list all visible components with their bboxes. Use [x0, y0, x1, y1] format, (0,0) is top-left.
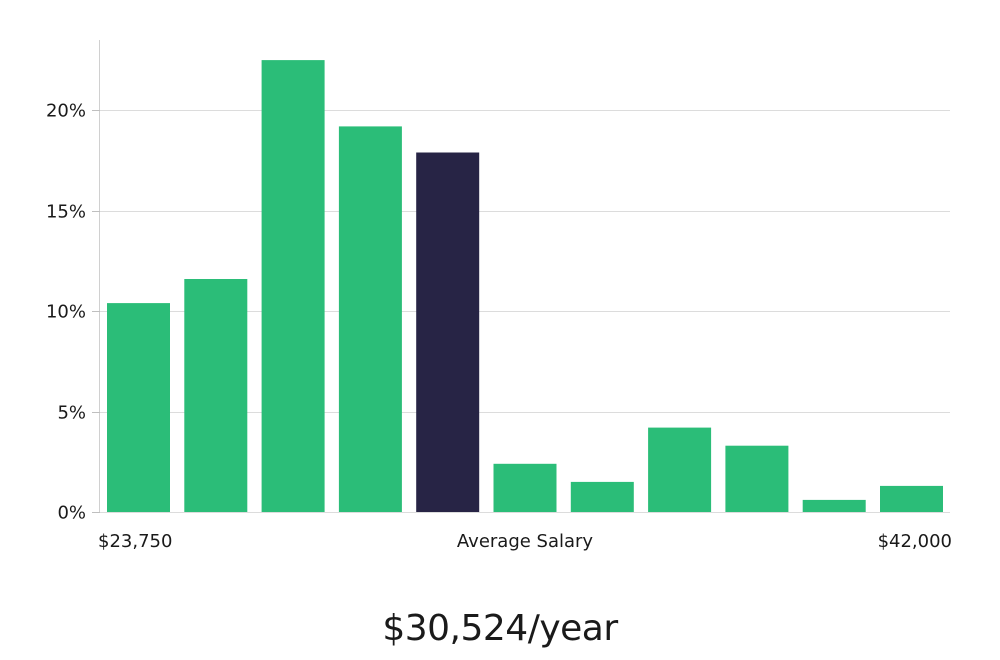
y-axis: 0% 5% 10% 15% 20%: [46, 101, 100, 524]
salary-histogram: 0% 5% 10% 15% 20% $23,750 Average Salary $42…: [46, 40, 952, 552]
bar: [648, 427, 712, 512]
bar: [107, 303, 170, 512]
bar: [184, 279, 248, 512]
y-tick-label: 0%: [57, 503, 86, 524]
bar: [802, 499, 866, 512]
x-min-label: $23,750: [98, 531, 172, 552]
y-tick-label: 15%: [46, 202, 86, 223]
y-tick-label: 20%: [46, 101, 86, 122]
average-salary-headline: $30,524/year: [382, 608, 618, 649]
bar: [261, 60, 325, 512]
y-tick-label: 5%: [57, 403, 86, 424]
x-axis-title: Average Salary: [457, 531, 594, 552]
bars: [107, 60, 943, 513]
y-tick-label: 10%: [46, 302, 86, 323]
bar: [880, 485, 943, 512]
bar: [338, 126, 402, 513]
bar-highlighted: [416, 152, 480, 512]
bar: [725, 445, 789, 512]
x-max-label: $42,000: [878, 531, 952, 552]
bar: [493, 463, 557, 512]
bar: [570, 481, 634, 512]
